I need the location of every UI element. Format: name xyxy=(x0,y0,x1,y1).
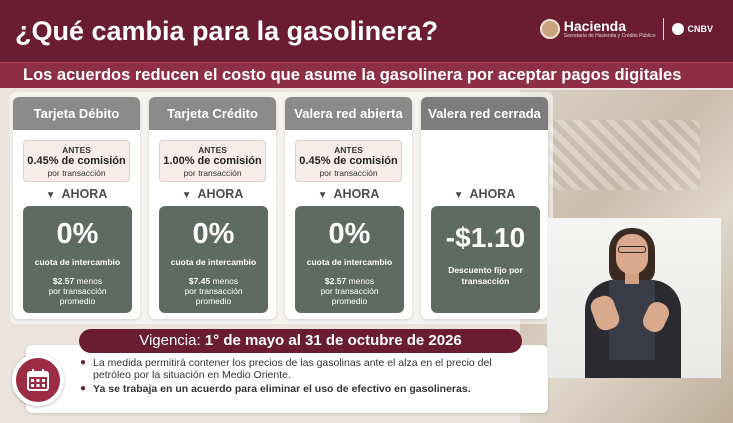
sign-language-interpreter-video xyxy=(547,218,721,378)
card-valera-red-abierta: Valera red abierta ANTES 0.45% de comisi… xyxy=(285,97,412,319)
hacienda-subtitle: Secretaría de Hacienda y Crédito Público xyxy=(563,32,656,39)
triangle-down-icon: ▼ xyxy=(317,190,328,201)
ahora-box: 0% cuota de intercambio $7.45 menos por … xyxy=(159,206,268,313)
ahora-heading: ▼ AHORA xyxy=(285,187,412,201)
notes-list: ● La medida permitirá contener los precio… xyxy=(80,357,520,397)
page-title: ¿Qué cambia para la gasolinera? xyxy=(15,16,439,46)
antes-label: ANTES xyxy=(62,145,91,155)
vigencia-bar: Vigencia: 1° de mayo al 31 de octubre de… xyxy=(79,329,522,353)
savings-detail: $2.57 menos por transacción promedio xyxy=(48,276,107,306)
hacienda-seal-icon xyxy=(539,19,560,39)
logo-divider xyxy=(663,18,665,40)
antes-rate: 0.45% de comisión xyxy=(27,155,126,167)
ahora-box: 0% cuota de intercambio $2.57 menos por … xyxy=(23,206,132,313)
savings-detail: $2.57 menos por transacción promedio xyxy=(320,276,379,306)
ahora-value: 0% xyxy=(328,218,371,250)
card-title: Tarjeta Crédito xyxy=(149,97,276,130)
ahora-box: 0% cuota de intercambio $2.57 menos por … xyxy=(295,206,404,313)
card-tarjeta-credito: Tarjeta Crédito ANTES 1.00% de comisión … xyxy=(149,97,276,319)
antes-box: ANTES 0.45% de comisión por transacción xyxy=(295,140,402,182)
cnbv-logo: CNBV xyxy=(672,23,713,35)
ahora-heading: ▼ AHORA xyxy=(421,187,548,201)
ahora-label: AHORA xyxy=(61,187,108,201)
antes-label: ANTES xyxy=(334,145,363,155)
header-bar: ¿Qué cambia para la gasolinera? Hacienda… xyxy=(0,0,733,62)
list-item: ● La medida permitirá contener los precio… xyxy=(80,357,492,381)
savings-detail: $7.45 menos por transacción promedio xyxy=(184,276,243,306)
list-item: ● Ya se trabaja en un acuerdo para elimin… xyxy=(80,383,471,395)
antes-rate: 1.00% de comisión xyxy=(163,155,262,167)
subtitle: Los acuerdos reducen el costo que asume … xyxy=(23,66,682,84)
subtitle-bar: Los acuerdos reducen el costo que asume … xyxy=(0,62,733,88)
triangle-down-icon: ▼ xyxy=(453,190,464,201)
cnbv-mark-icon xyxy=(672,23,685,35)
savings-amount: $2.57 xyxy=(324,276,347,286)
calendar-badge xyxy=(12,354,64,406)
triangle-down-icon: ▼ xyxy=(45,190,56,201)
antes-note: por transacción xyxy=(47,168,106,178)
vigencia-dates: 1° de mayo al 31 de octubre de 2026 xyxy=(204,332,462,349)
ahora-value: -$1.10 xyxy=(445,222,526,253)
triangle-down-icon: ▼ xyxy=(181,190,192,201)
ahora-label: AHORA xyxy=(197,187,244,201)
antes-note: por transacción xyxy=(319,168,378,178)
ahora-label: AHORA xyxy=(469,187,516,201)
logos: Hacienda Secretaría de Hacienda y Crédit… xyxy=(539,17,713,40)
antes-rate: 0.45% de comisión xyxy=(299,155,398,167)
card-title: Valera red abierta xyxy=(285,97,412,130)
notes-panel xyxy=(26,345,548,413)
hacienda-name: Hacienda xyxy=(563,17,627,34)
cuota-label: cuota de intercambio xyxy=(170,257,257,267)
descuento-label: Descuento fijo por transacción xyxy=(448,265,523,286)
savings-amount: $7.45 xyxy=(188,276,211,286)
bullet-dot-icon: ● xyxy=(80,383,87,394)
cuota-label: cuota de intercambio xyxy=(34,257,121,267)
antes-box: ANTES 0.45% de comisión por transacción xyxy=(23,140,130,182)
cnbv-name: CNBV xyxy=(687,24,713,34)
savings-amount: $2.57 xyxy=(52,276,75,286)
card-title: Valera red cerrada xyxy=(421,97,548,130)
card-tarjeta-debito: Tarjeta Débito ANTES 0.45% de comisión p… xyxy=(13,97,140,319)
vigencia-label: Vigencia: xyxy=(139,332,205,349)
card-title: Tarjeta Débito xyxy=(13,97,140,130)
ahora-heading: ▼ AHORA xyxy=(149,187,276,201)
antes-label: ANTES xyxy=(198,145,227,155)
antes-box: ANTES 1.00% de comisión por transacción xyxy=(159,140,266,182)
card-valera-red-cerrada: Valera red cerrada ▼ AHORA -$1.10 Descuen… xyxy=(421,97,548,319)
ahora-value: 0% xyxy=(56,218,99,250)
cuota-label: cuota de intercambio xyxy=(306,257,393,267)
bullet-dot-icon: ● xyxy=(80,357,87,368)
ahora-heading: ▼ AHORA xyxy=(13,187,140,201)
hacienda-logo: Hacienda Secretaría de Hacienda y Crédit… xyxy=(539,17,656,40)
antes-note: por transacción xyxy=(183,168,242,178)
calendar-icon xyxy=(27,369,49,391)
ahora-box: -$1.10 Descuento fijo por transacción xyxy=(431,206,540,313)
ahora-value: 0% xyxy=(192,218,235,250)
ahora-label: AHORA xyxy=(333,187,380,201)
